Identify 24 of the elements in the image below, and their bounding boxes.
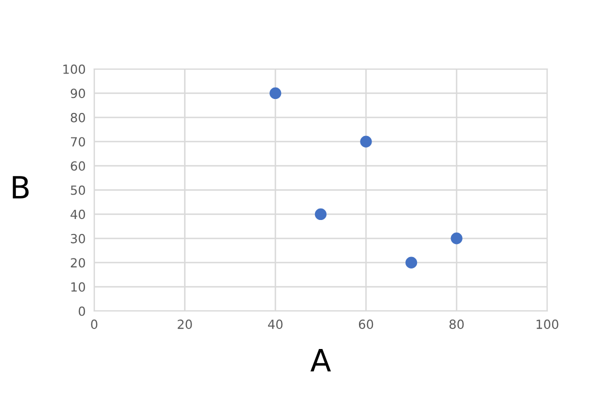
y-axis-title: B (12, 176, 29, 198)
y-tick-label: 60 (70, 161, 86, 171)
y-tick-label: 70 (70, 137, 86, 147)
y-tick-label: 80 (70, 112, 86, 122)
y-tick-label: 20 (70, 258, 86, 268)
x-tick-label: 40 (268, 320, 283, 330)
y-tick-label: 40 (70, 210, 86, 220)
y-tick-label: 0 (78, 306, 86, 316)
y-tick-label: 30 (70, 234, 86, 244)
point (314, 208, 327, 220)
x-tick-label: 0 (91, 320, 98, 330)
x-tick-label: 100 (536, 320, 558, 330)
x-tick-label: 80 (449, 320, 464, 330)
point (360, 136, 372, 148)
point (450, 232, 462, 244)
x-tick-label: 60 (358, 320, 374, 330)
y-tick-label: 50 (70, 185, 86, 195)
point (270, 87, 282, 100)
y-tick-label: 10 (71, 282, 86, 292)
y-tick-label: 100 (63, 64, 86, 74)
y-tick-label: 90 (70, 88, 86, 98)
point (405, 256, 418, 268)
x-tick-label: 20 (178, 320, 192, 330)
x-axis-title: A (310, 349, 331, 372)
